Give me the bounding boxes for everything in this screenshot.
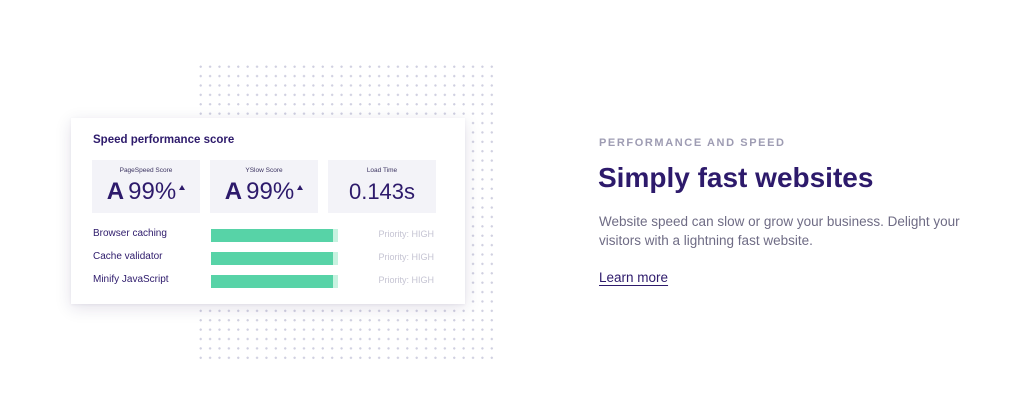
audit-priority: Priority: HIGH — [378, 275, 434, 285]
pagespeed-score-box: PageSpeed Score A 99% — [92, 160, 200, 213]
trend-up-icon — [179, 185, 186, 190]
learn-more-link[interactable]: Learn more — [599, 270, 669, 285]
audit-row-browser-caching: Browser caching Priority: HIGH — [93, 227, 443, 243]
audit-progress-track — [211, 252, 338, 265]
audit-row-minify-javascript: Minify JavaScript Priority: HIGH — [93, 273, 443, 289]
load-time-box: Load Time 0.143s — [328, 160, 436, 213]
audit-row-label: Minify JavaScript — [93, 274, 169, 285]
yslow-score-box: YSlow Score A 99% — [210, 160, 318, 213]
trend-up-icon — [297, 185, 304, 190]
audit-priority: Priority: HIGH — [378, 252, 434, 262]
yslow-percent: 99% — [246, 178, 295, 205]
load-time-value: 0.143s — [348, 179, 416, 204]
audit-progress-fill — [211, 252, 333, 265]
speed-score-card: Speed performance score PageSpeed Score … — [71, 118, 465, 304]
section-eyebrow: PERFORMANCE AND SPEED — [599, 137, 786, 149]
section-description: Website speed can slow or grow your busi… — [599, 214, 960, 248]
pagespeed-score-label: PageSpeed Score — [119, 167, 173, 174]
pagespeed-grade: A — [106, 178, 125, 205]
section-headline: Simply fast websites — [598, 162, 874, 193]
audit-row-label: Browser caching — [93, 228, 167, 239]
audit-progress-fill — [211, 275, 333, 288]
yslow-grade: A — [224, 178, 243, 205]
card-title: Speed performance score — [93, 134, 235, 146]
audit-priority: Priority: HIGH — [378, 229, 434, 239]
audit-row-label: Cache validator — [93, 251, 163, 262]
audit-row-cache-validator: Cache validator Priority: HIGH — [93, 250, 443, 266]
pagespeed-percent: 99% — [128, 178, 177, 205]
yslow-score-value: A 99% — [210, 178, 318, 206]
audit-progress-fill — [211, 229, 333, 242]
audit-progress-track — [211, 229, 338, 242]
audit-progress-track — [211, 275, 338, 288]
pagespeed-score-value: A 99% — [92, 178, 200, 206]
load-time-label: Load Time — [366, 167, 398, 174]
yslow-score-label: YSlow Score — [245, 167, 283, 174]
